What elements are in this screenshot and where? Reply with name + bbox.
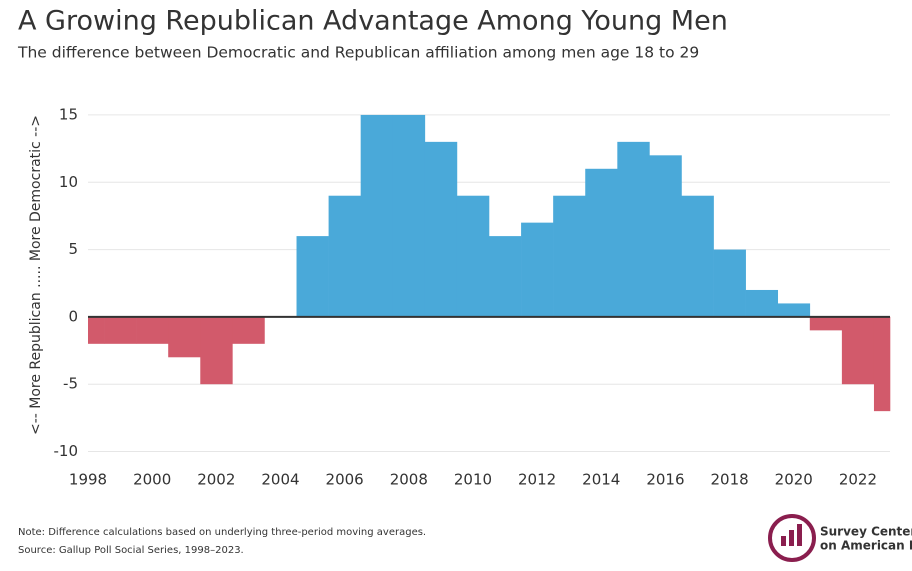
bar [392,114,426,317]
bar [585,168,618,317]
x-tick-label: 2012 [518,471,556,489]
chart-title: A Growing Republican Advantage Among You… [18,6,728,37]
bar [681,195,714,317]
x-tick-label: 2004 [261,471,299,489]
logo-text: Survey Center [820,525,912,539]
bar [489,236,522,317]
chart-subtitle: The difference between Democratic and Re… [17,44,699,62]
bar [424,141,458,317]
bar [745,289,779,317]
y-tick-label: 10 [59,173,78,191]
bar [873,316,891,412]
bar [617,141,650,317]
x-tick-label: 2002 [197,471,235,489]
bar [649,155,682,317]
bar [777,303,811,317]
note: Note: Difference calculations based on u… [18,527,426,538]
y-axis-title: <-- More Republican ..... More Democrati… [28,115,44,435]
bar [521,222,554,317]
y-tick-label: 0 [68,307,78,325]
x-tick-label: 2020 [775,471,813,489]
x-tick-label: 2022 [839,471,877,489]
bar [104,316,137,344]
logo-ring [768,514,816,562]
x-tick-label: 2000 [133,471,171,489]
x-tick-label: 2008 [390,471,428,489]
source: Source: Gallup Poll Social Series, 1998–… [18,545,244,556]
bar [456,195,490,317]
x-tick-label: 2018 [711,471,749,489]
logo-bar [781,536,786,546]
bar [88,316,105,344]
bar [360,114,394,317]
bar [168,316,201,358]
bar [200,316,233,385]
x-tick-label: 1998 [69,471,107,489]
bar [136,316,169,344]
logo-text: on American Life [820,539,912,553]
y-tick-label: 15 [59,105,78,123]
logo-bar [789,530,794,546]
bar [809,316,843,331]
bar [296,236,329,317]
bar [713,249,746,317]
x-tick-label: 2016 [646,471,684,489]
bar [232,316,265,344]
logo-bar [797,524,802,546]
y-tick-label: 5 [68,240,78,258]
y-tick-label: -10 [54,442,79,460]
x-tick-label: 2010 [454,471,492,489]
x-tick-label: 2014 [582,471,620,489]
y-tick-label: -5 [63,375,78,393]
bar [328,195,361,317]
x-tick-label: 2006 [326,471,364,489]
bar [841,316,875,385]
bar [553,195,586,317]
logo: Survey Center on American Life [768,514,912,562]
